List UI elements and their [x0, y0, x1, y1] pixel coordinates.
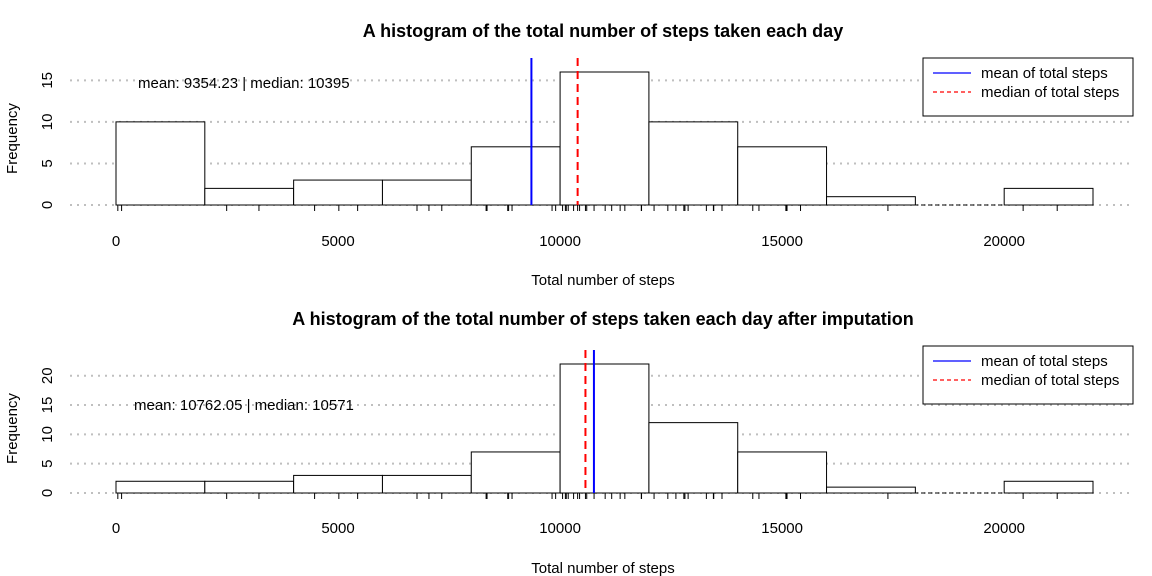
- chart-title: A histogram of the total number of steps…: [292, 309, 913, 329]
- histogram-bar: [381, 474, 472, 494]
- histogram-bar: [826, 196, 916, 206]
- y-tick-label: 5: [39, 460, 56, 468]
- y-tick-label: 0: [39, 489, 56, 497]
- y-tick-label: 10: [39, 426, 56, 443]
- histogram-bar: [826, 486, 916, 494]
- chart-panel-2: A histogram of the total number of steps…: [4, 309, 1134, 576]
- histogram-bar: [115, 121, 206, 206]
- x-tick-label: 5000: [321, 520, 354, 537]
- y-tick-label: 10: [39, 114, 56, 131]
- histogram-bar: [737, 146, 828, 206]
- histogram-bar: [115, 480, 206, 494]
- y-axis-label: Frequency: [4, 393, 21, 464]
- y-tick-label: 20: [39, 367, 56, 384]
- histogram-bar: [204, 480, 295, 494]
- legend-label: median of total steps: [981, 84, 1119, 101]
- histogram-bar: [1003, 187, 1094, 206]
- x-tick-label: 0: [112, 233, 120, 250]
- histogram-bar: [648, 121, 739, 206]
- histogram-bar: [559, 71, 650, 206]
- histogram-bar: [737, 451, 828, 494]
- histogram-bar: [204, 187, 295, 206]
- stats-annotation: mean: 10762.05 | median: 10571: [134, 397, 354, 414]
- histogram-bar: [1003, 480, 1094, 494]
- x-axis-label: Total number of steps: [531, 560, 674, 576]
- y-axis-label: Frequency: [4, 103, 21, 174]
- legend-box: [922, 57, 1134, 117]
- x-tick-label: 10000: [539, 233, 581, 250]
- x-tick-label: 20000: [983, 233, 1025, 250]
- x-tick-label: 0: [112, 520, 120, 537]
- y-tick-label: 15: [39, 72, 56, 89]
- y-tick-label: 0: [39, 201, 56, 209]
- stats-annotation: mean: 9354.23 | median: 10395: [138, 75, 350, 92]
- histogram-bar: [470, 451, 561, 494]
- histogram-bar: [381, 179, 472, 206]
- x-tick-label: 15000: [761, 233, 803, 250]
- x-tick-label: 5000: [321, 233, 354, 250]
- y-tick-label: 5: [39, 159, 56, 167]
- histogram-bar: [648, 422, 739, 494]
- legend-label: median of total steps: [981, 372, 1119, 389]
- histogram-bar: [293, 179, 383, 206]
- x-tick-label: 15000: [761, 520, 803, 537]
- legend-label: mean of total steps: [981, 65, 1108, 82]
- chart-title: A histogram of the total number of steps…: [363, 21, 843, 41]
- histogram-bar: [470, 146, 561, 206]
- x-tick-label: 20000: [983, 520, 1025, 537]
- chart-panel-1: A histogram of the total number of steps…: [4, 21, 1134, 289]
- y-tick-label: 15: [39, 397, 56, 414]
- histogram-bar: [559, 363, 650, 494]
- legend-label: mean of total steps: [981, 353, 1108, 370]
- x-axis-label: Total number of steps: [531, 272, 674, 289]
- x-tick-label: 10000: [539, 520, 581, 537]
- histogram-bar: [293, 474, 383, 494]
- legend-box: [922, 345, 1134, 405]
